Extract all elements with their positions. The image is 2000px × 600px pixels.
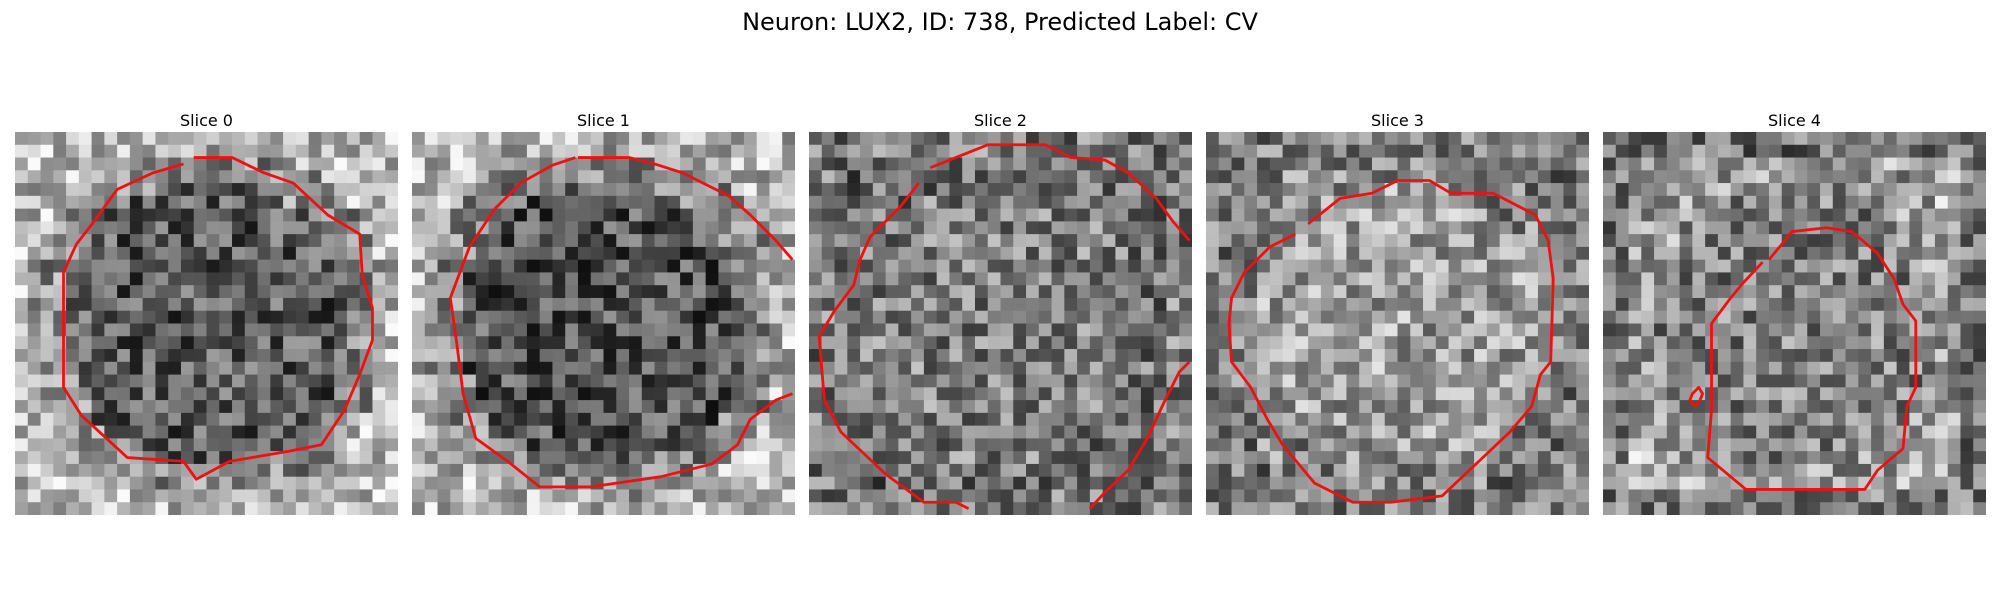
slice-title-4: Slice 4: [1768, 111, 1821, 130]
contour-line-0-0: [62, 156, 374, 481]
slice-panel-0: Slice 0: [15, 110, 398, 515]
slice-panel-2: Slice 2: [809, 110, 1192, 515]
contour-line-1-1: [448, 156, 793, 489]
contour-line-2-1: [1088, 360, 1191, 510]
contour-line-3-0: [1227, 179, 1555, 504]
slice-image-1: [412, 132, 795, 515]
slice-image-2: [809, 132, 1192, 515]
slice-title-1: Slice 1: [577, 111, 630, 130]
slice-title-0: Slice 0: [180, 111, 233, 130]
slice-panel-1: Slice 1: [412, 110, 795, 515]
slice-title-3: Slice 3: [1371, 111, 1424, 130]
slice-image-4: [1603, 132, 1986, 515]
slice-image-3: [1206, 132, 1589, 515]
slice-image-0: [15, 132, 398, 515]
contour-line-4-0: [1706, 226, 1918, 491]
slice-panel-3: Slice 3: [1206, 110, 1589, 515]
contour-line-2-0: [929, 143, 1191, 242]
contour-line-4-1: [1688, 385, 1704, 408]
contour-line-2-2: [817, 182, 970, 510]
slice-panel-4: Slice 4: [1603, 110, 1986, 515]
slice-title-2: Slice 2: [974, 111, 1027, 130]
contour-line-1-0: [577, 156, 794, 261]
figure-title: Neuron: LUX2, ID: 738, Predicted Label: …: [742, 8, 1258, 36]
